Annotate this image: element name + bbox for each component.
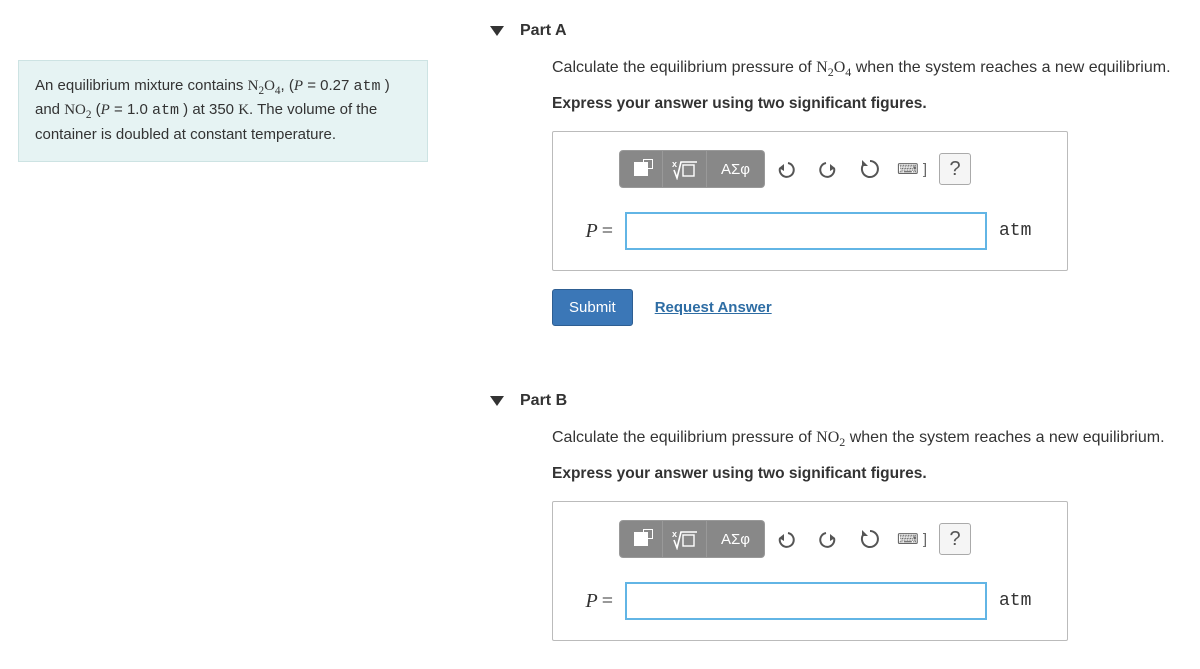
part-b-header[interactable]: Part B: [490, 388, 1190, 426]
template-icon: [634, 532, 648, 546]
undo-icon: [775, 159, 797, 179]
templates-button[interactable]: [619, 520, 663, 558]
part-b-body: Calculate the equilibrium pressure of NO…: [490, 426, 1190, 669]
part-b-answer-block: x ΑΣφ ⌨ ]: [552, 501, 1068, 641]
help-label: ?: [949, 158, 960, 181]
part-a-body: Calculate the equilibrium pressure of N2…: [490, 56, 1190, 354]
redo-icon: [817, 529, 839, 549]
greek-button[interactable]: ΑΣφ: [707, 520, 765, 558]
reset-button[interactable]: [849, 150, 891, 188]
equals-sign: =: [602, 220, 613, 242]
answer-toolbar: x ΑΣφ ⌨ ]: [619, 150, 1049, 188]
part-a-input-row: P= atm: [571, 212, 1049, 250]
part-a-answer-input[interactable]: [625, 212, 987, 250]
part-b-unit: atm: [999, 591, 1031, 611]
part-a-instruction: Express your answer using two significan…: [552, 95, 1190, 113]
submit-button[interactable]: Submit: [552, 289, 633, 326]
help-button[interactable]: ?: [939, 153, 971, 185]
keyboard-button[interactable]: ⌨ ]: [891, 520, 933, 558]
part-b-title: Part B: [520, 392, 567, 410]
part-a-lhs: P=: [571, 220, 613, 243]
problem-text: An equilibrium mixture contains N2O4, (P…: [35, 77, 390, 143]
request-answer-link[interactable]: Request Answer: [655, 299, 772, 316]
part-b-instruction: Express your answer using two significan…: [552, 465, 1190, 483]
redo-button[interactable]: [807, 520, 849, 558]
part-a-title: Part A: [520, 22, 567, 40]
math-root-button[interactable]: x: [663, 520, 707, 558]
part-a-unit: atm: [999, 221, 1031, 241]
root-icon: x: [672, 528, 698, 550]
collapse-caret-icon[interactable]: [490, 26, 504, 36]
answer-toolbar: x ΑΣφ ⌨ ]: [619, 520, 1049, 558]
template-icon: [634, 162, 648, 176]
part-a-answer-block: x ΑΣφ ⌨ ]: [552, 131, 1068, 271]
keyboard-button[interactable]: ⌨ ]: [891, 150, 933, 188]
problem-statement: An equilibrium mixture contains N2O4, (P…: [18, 60, 428, 162]
part-b-lhs: P=: [571, 590, 613, 613]
keyboard-icon: ⌨ ]: [897, 530, 927, 548]
undo-icon: [775, 529, 797, 549]
part-a-header[interactable]: Part A: [490, 18, 1190, 56]
help-label: ?: [949, 528, 960, 551]
undo-button[interactable]: [765, 520, 807, 558]
keyboard-icon: ⌨ ]: [897, 160, 927, 178]
variable-p: P: [586, 590, 598, 612]
greek-button[interactable]: ΑΣφ: [707, 150, 765, 188]
redo-icon: [817, 159, 839, 179]
part-b-prompt: Calculate the equilibrium pressure of NO…: [552, 426, 1190, 451]
part-a-submit-row: Submit Request Answer: [552, 289, 1190, 326]
part-b-answer-input[interactable]: [625, 582, 987, 620]
variable-p: P: [586, 220, 598, 242]
reset-button[interactable]: [849, 520, 891, 558]
svg-text:x: x: [672, 529, 677, 539]
redo-button[interactable]: [807, 150, 849, 188]
part-a-prompt: Calculate the equilibrium pressure of N2…: [552, 56, 1190, 81]
svg-text:x: x: [672, 159, 677, 169]
undo-button[interactable]: [765, 150, 807, 188]
equals-sign: =: [602, 590, 613, 612]
help-button[interactable]: ?: [939, 523, 971, 555]
part-b-input-row: P= atm: [571, 582, 1049, 620]
greek-label: ΑΣφ: [721, 531, 750, 548]
collapse-caret-icon[interactable]: [490, 396, 504, 406]
math-root-button[interactable]: x: [663, 150, 707, 188]
reset-icon: [859, 528, 881, 550]
templates-button[interactable]: [619, 150, 663, 188]
root-icon: x: [672, 158, 698, 180]
reset-icon: [859, 158, 881, 180]
greek-label: ΑΣφ: [721, 161, 750, 178]
